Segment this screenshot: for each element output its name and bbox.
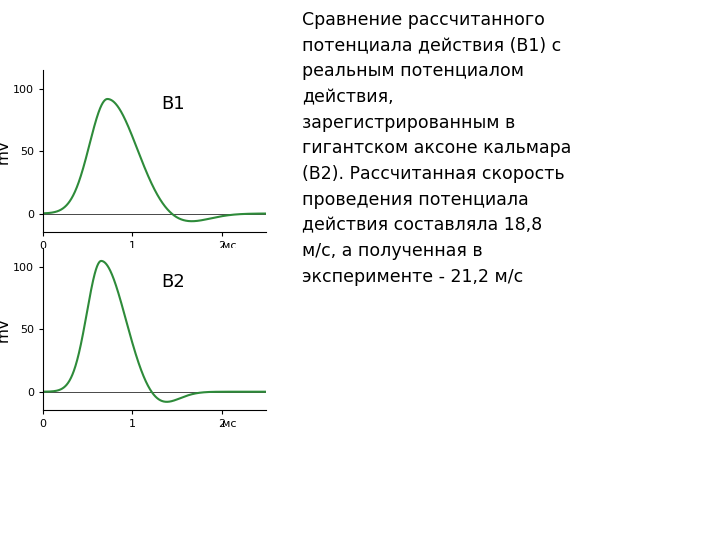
- Text: Сравнение рассчитанного
потенциала действия (В1) с
реальным потенциалом
действия: Сравнение рассчитанного потенциала дейст…: [302, 11, 572, 286]
- Y-axis label: mV: mV: [0, 317, 10, 342]
- Y-axis label: mV: mV: [0, 139, 10, 164]
- Text: мс: мс: [222, 241, 236, 251]
- Text: B2: B2: [161, 273, 184, 291]
- Text: мс: мс: [222, 419, 236, 429]
- Text: B1: B1: [161, 95, 184, 113]
